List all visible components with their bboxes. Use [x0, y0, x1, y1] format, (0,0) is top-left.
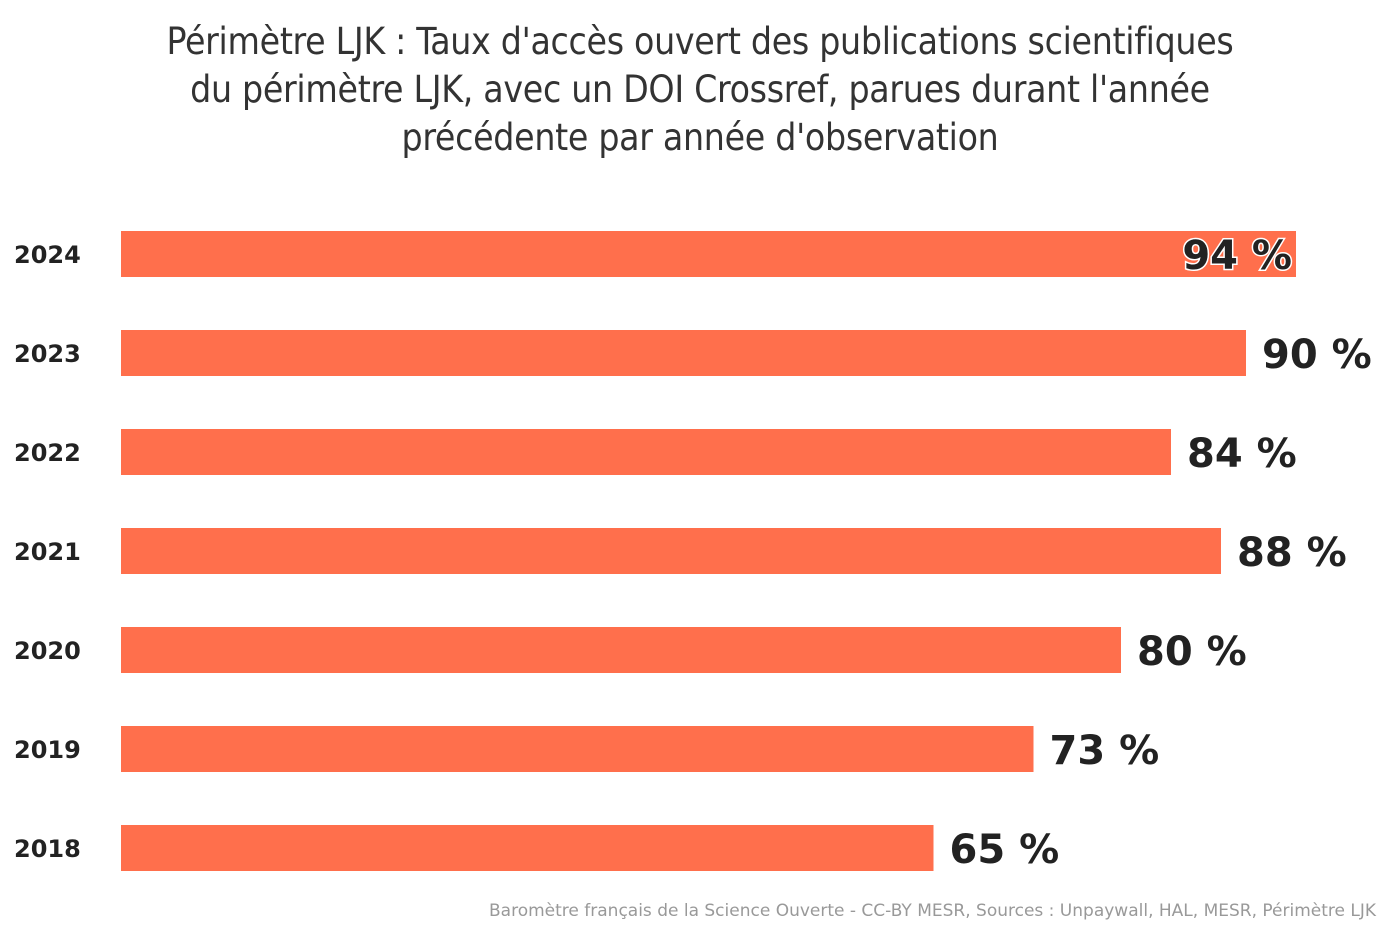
bars-group: [121, 231, 1296, 871]
data-labels: 94 % 90 % 84 % 88 % 80 % 73 % 65 %: [950, 232, 1372, 874]
bar-2021[interactable]: [121, 528, 1221, 574]
bar-2024[interactable]: [121, 231, 1296, 277]
data-label-2020: 80 %: [1137, 629, 1247, 675]
chart-title: Périmètre LJK : Taux d'accès ouvert des …: [0, 18, 1400, 162]
category-label-2019: 2019: [14, 736, 81, 764]
bar-2018[interactable]: [121, 825, 934, 871]
bar-2019[interactable]: [121, 726, 1034, 772]
category-label-2020: 2020: [14, 637, 81, 665]
bar-2022[interactable]: [121, 429, 1171, 475]
credits-text: Baromètre français de la Science Ouverte…: [489, 901, 1376, 921]
category-label-2021: 2021: [14, 538, 81, 566]
data-label-2024: 94 %: [1182, 233, 1292, 279]
data-label-2019: 73 %: [1050, 728, 1160, 774]
chart-title-line: du périmètre LJK, avec un DOI Crossref, …: [190, 68, 1210, 111]
data-label-2021: 88 %: [1237, 530, 1347, 576]
data-label-2023: 90 %: [1262, 332, 1372, 378]
bar-2020[interactable]: [121, 627, 1121, 673]
category-label-2024: 2024: [14, 241, 81, 269]
category-label-2022: 2022: [14, 439, 81, 467]
category-axis: 2024 2023 2022 2021 2020 2019 2018: [14, 241, 81, 863]
category-label-2023: 2023: [14, 340, 81, 368]
bar-2023[interactable]: [121, 330, 1246, 376]
chart-title-line: précédente par année d'observation: [401, 116, 999, 159]
category-label-2018: 2018: [14, 835, 81, 863]
chart-title-line: Périmètre LJK : Taux d'accès ouvert des …: [166, 20, 1234, 63]
data-label-2022: 84 %: [1187, 431, 1297, 477]
data-label-2018: 65 %: [950, 827, 1060, 873]
